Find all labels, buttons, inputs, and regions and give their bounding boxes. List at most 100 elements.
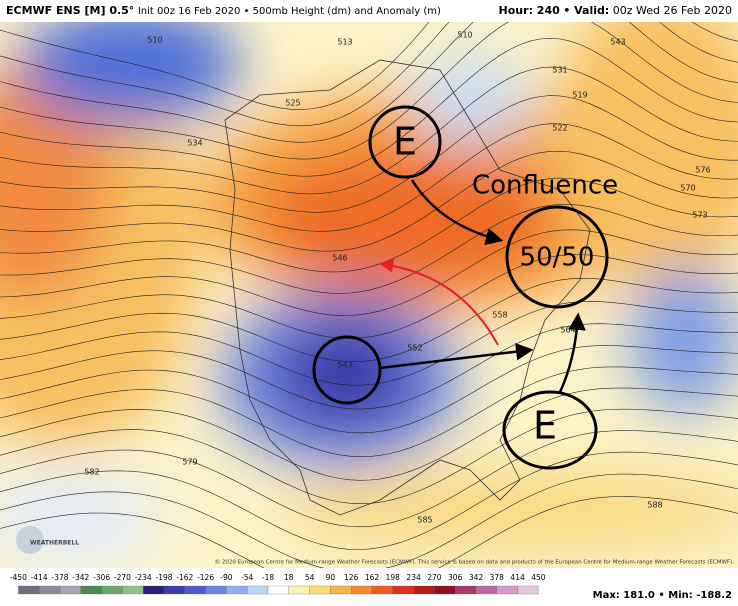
annotation-confluence: Confluence xyxy=(472,171,618,201)
contour-label: 579 xyxy=(182,458,197,467)
flow-arrow xyxy=(558,312,586,393)
contour-line xyxy=(0,204,738,294)
colorbar-cell xyxy=(163,585,185,595)
colorbar-tick-label: 234 xyxy=(406,573,421,582)
contour-line xyxy=(0,150,738,252)
colorbar-cell xyxy=(309,585,331,595)
annotation-circle xyxy=(368,105,442,179)
valid-time: 00z Wed 26 Feb 2020 xyxy=(613,4,732,17)
annotation-50-50: 50/50 xyxy=(520,243,595,273)
contour-label: 525 xyxy=(285,99,300,108)
anomaly-field xyxy=(0,22,738,568)
colorbar-cell xyxy=(371,585,393,595)
colorbar-tick-label: 342 xyxy=(469,573,484,582)
contour-line xyxy=(0,66,738,195)
colorbar-tick-label: 270 xyxy=(427,573,442,582)
contour-line xyxy=(0,408,738,505)
contour-line xyxy=(0,277,738,363)
colorbar-tick-label: 54 xyxy=(305,573,315,582)
colorbar-tick-label: -198 xyxy=(155,573,172,582)
colorbar-cell xyxy=(143,585,165,595)
contour-line xyxy=(0,123,738,232)
contour-label: 513 xyxy=(337,38,352,47)
annotation-circle xyxy=(502,390,598,470)
anomaly-blob xyxy=(410,55,530,145)
colorbar-tick-label: -450 xyxy=(10,573,27,582)
colorbar-cell xyxy=(59,585,81,595)
anomaly-blob xyxy=(630,265,738,415)
colorbar-tick-label: 90 xyxy=(326,573,336,582)
colorbar-tick-label: -378 xyxy=(51,573,68,582)
colorbar-tick-label: 378 xyxy=(490,573,505,582)
anomaly-blob xyxy=(280,470,738,550)
model: ECMWF ENS [M] 0.5° xyxy=(6,4,134,17)
contour-line xyxy=(0,95,738,213)
colorbar-tick-label: -306 xyxy=(93,573,110,582)
colorbar-tick-label: 306 xyxy=(448,573,463,582)
contour-line xyxy=(0,451,738,550)
logo: WEATHERBELL xyxy=(30,540,79,547)
contour-line xyxy=(0,254,738,339)
annotation-east: E xyxy=(393,120,417,164)
colorbar-tick-label: 162 xyxy=(365,573,380,582)
colorbar-cell xyxy=(226,585,248,595)
contour-line xyxy=(0,22,738,143)
contour-line xyxy=(0,387,738,481)
coastline xyxy=(224,59,591,516)
contour-label: 552 xyxy=(407,344,422,353)
colorbar-cell xyxy=(80,585,102,595)
hour: Hour: 240 xyxy=(499,4,561,17)
contour-label: 576 xyxy=(695,166,710,175)
contour-label: 558 xyxy=(492,311,507,320)
contour-line xyxy=(0,430,738,528)
colorbar-tick-label: -126 xyxy=(197,573,214,582)
contour-label: 570 xyxy=(680,184,695,193)
colorbar-tick-label: 198 xyxy=(386,573,401,582)
copyright: © 2020 European Centre for Medium-range … xyxy=(215,559,735,566)
colorbar-tick-label: -342 xyxy=(72,573,89,582)
contour-label: 573 xyxy=(692,211,707,220)
contour-label: 522 xyxy=(552,124,567,133)
colorbar-tick-label: 18 xyxy=(284,573,294,582)
contour-line xyxy=(0,177,738,273)
colorbar-cell xyxy=(122,585,144,595)
contour-line xyxy=(0,22,738,110)
colorbar-tick-label: -18 xyxy=(262,573,274,582)
colorbar-cell xyxy=(39,585,61,595)
colorbar-cell xyxy=(247,585,269,595)
colorbar-tick-label: 414 xyxy=(510,573,525,582)
contour-label: 534 xyxy=(187,139,202,148)
contour-line xyxy=(0,345,738,434)
contour-line xyxy=(0,323,738,410)
annotation-circle xyxy=(505,205,609,309)
colorbar-cell xyxy=(496,585,518,595)
contour-label: 564 xyxy=(560,326,575,335)
colorbar-cell xyxy=(18,585,40,595)
contour-line xyxy=(0,229,738,316)
anomaly-blob xyxy=(260,150,560,290)
header-valid: Hour: 240 • Valid: 00z Wed 26 Feb 2020 xyxy=(499,4,732,17)
colorbar-cell xyxy=(475,585,497,595)
colorbar-cell xyxy=(351,585,373,595)
colorbar-cell xyxy=(205,585,227,595)
contour-line xyxy=(0,473,738,568)
annotation-east: E xyxy=(533,404,557,448)
contour-label: 585 xyxy=(417,516,432,525)
colorbar-cell xyxy=(517,585,539,595)
colorbar-tick-label: 450 xyxy=(531,573,546,582)
flow-arrow xyxy=(410,179,504,246)
contour-label: 510 xyxy=(147,36,162,45)
max-min: Max: 181.0 • Min: -188.2 xyxy=(593,590,732,601)
contour-line xyxy=(0,366,738,458)
valid-label: • Valid: xyxy=(563,4,609,17)
colorbar-cell xyxy=(392,585,414,595)
colorbar-tick-label: -234 xyxy=(135,573,152,582)
contour-label: 510 xyxy=(457,31,472,40)
flow-arrow-red xyxy=(379,258,499,346)
contour-line xyxy=(0,37,738,177)
flow-arrow xyxy=(379,342,534,370)
contour-label: 588 xyxy=(647,501,662,510)
contour-label: 582 xyxy=(84,468,99,477)
